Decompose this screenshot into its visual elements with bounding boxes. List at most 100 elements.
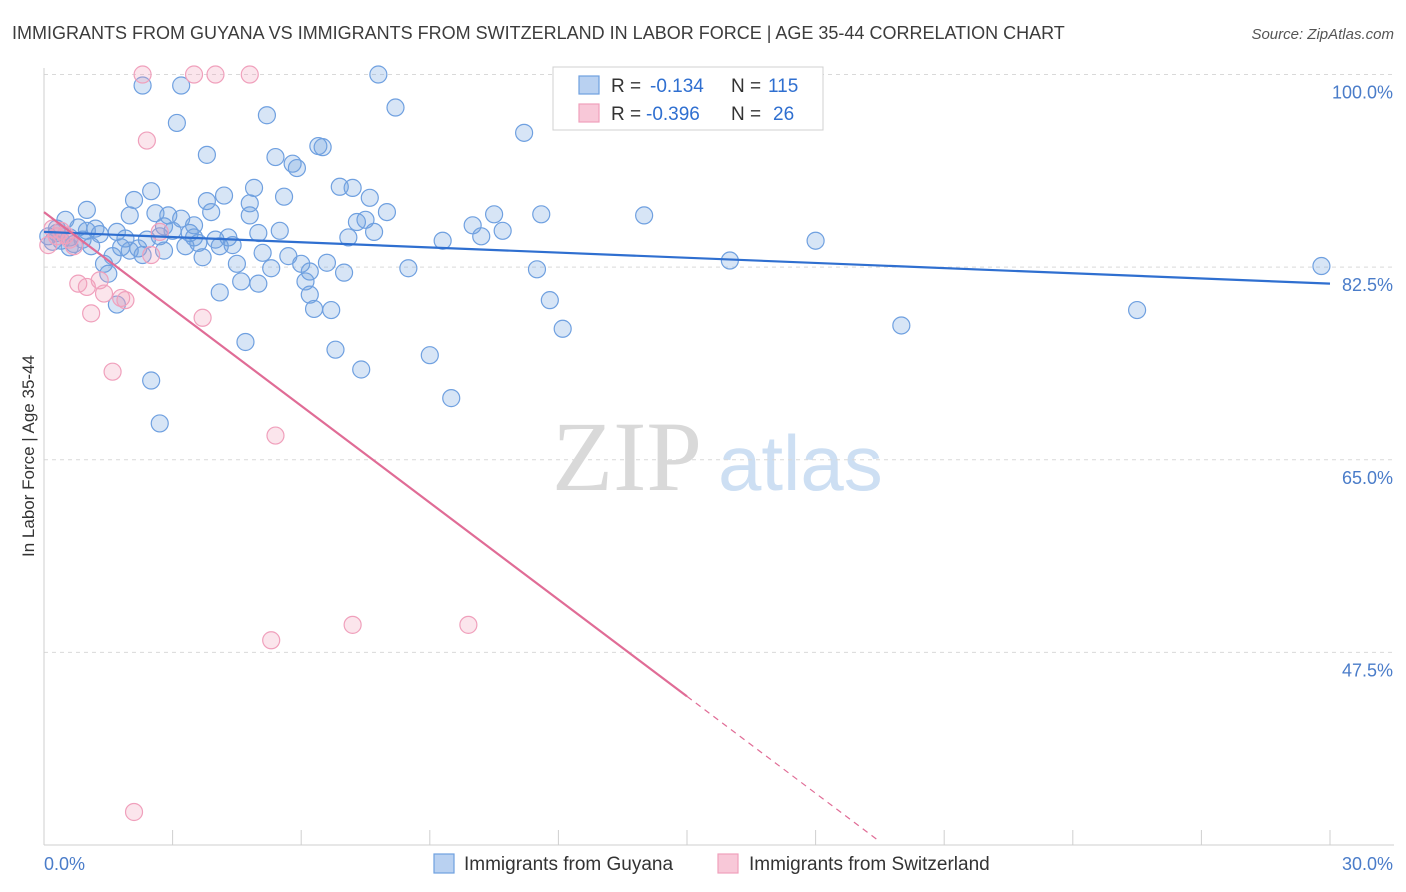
point-switzerland-26 — [343, 615, 362, 634]
point-guyana-48 — [244, 178, 264, 197]
watermark: ZIP atlas — [552, 401, 883, 512]
point-guyana-38 — [202, 202, 221, 222]
point-switzerland-12 — [103, 362, 122, 381]
point-guyana-37 — [197, 145, 216, 164]
point-guyana-73 — [352, 360, 371, 379]
point-guyana-9 — [77, 200, 96, 219]
point-guyana-52 — [262, 259, 281, 278]
point-switzerland-22 — [206, 65, 225, 84]
point-switzerland-16 — [133, 65, 152, 84]
axes — [43, 68, 1394, 846]
point-guyana-41 — [214, 186, 234, 205]
point-guyana-44 — [227, 254, 246, 273]
point-guyana-24 — [142, 182, 161, 201]
point-guyana-77 — [369, 65, 388, 84]
x-tick-label-1: 30.0% — [1342, 854, 1393, 874]
point-guyana-97 — [142, 371, 161, 390]
point-guyana-51 — [257, 106, 277, 125]
y-tick-label-0: 100.0% — [1332, 83, 1393, 103]
point-guyana-83 — [442, 389, 461, 408]
point-guyana-95 — [240, 206, 259, 225]
legend-r-value-switzerland: -0.396 — [646, 104, 700, 125]
point-guyana-46 — [236, 332, 255, 352]
chart-source: Source: ZipAtlas.com — [1251, 26, 1394, 43]
point-guyana-112 — [210, 283, 229, 302]
point-guyana-90 — [532, 205, 551, 224]
trend-lines — [43, 211, 1331, 843]
x-axis-ticks: 0.0% 30.0% — [44, 854, 1393, 874]
point-guyana-104 — [892, 316, 911, 335]
point-guyana-96 — [197, 191, 216, 211]
point-guyana-101 — [635, 206, 654, 225]
watermark-atlas: atlas — [718, 419, 883, 507]
point-guyana-64 — [313, 138, 332, 157]
point-guyana-79 — [386, 98, 405, 117]
point-guyana-36 — [193, 248, 212, 267]
point-switzerland-6 — [64, 237, 84, 256]
point-guyana-80 — [399, 259, 418, 278]
y-tick-label-2: 65.0% — [1342, 468, 1393, 488]
trend-line-guyana — [43, 230, 1331, 285]
point-guyana-109 — [77, 221, 96, 240]
y-tick-label-1: 82.5% — [1342, 275, 1393, 295]
series-switzerland-points — [39, 65, 478, 822]
point-guyana-69 — [334, 263, 354, 282]
legend-r-value-guyana: -0.134 — [650, 76, 704, 97]
trend-line-switzerland — [43, 211, 688, 698]
legend-n-value-guyana: 115 — [768, 76, 798, 97]
point-guyana-71 — [343, 178, 362, 197]
point-guyana-61 — [300, 285, 319, 304]
point-guyana-86 — [485, 205, 504, 224]
point-guyana-76 — [364, 222, 384, 242]
point-guyana-75 — [360, 188, 379, 207]
x-tick-label-0: 0.0% — [44, 854, 85, 874]
bottom-legend-label-switzerland: Immigrants from Switzerland — [749, 854, 990, 875]
point-guyana-50 — [253, 243, 272, 262]
point-guyana-103 — [806, 231, 825, 250]
point-guyana-100 — [184, 216, 204, 235]
point-switzerland-18 — [142, 245, 161, 265]
point-guyana-68 — [330, 177, 349, 196]
point-switzerland-15 — [124, 802, 144, 822]
point-guyana-106 — [1312, 256, 1331, 276]
bottom-legend: Immigrants from Guyana Immigrants from S… — [433, 853, 990, 875]
point-guyana-110 — [120, 241, 139, 260]
point-guyana-45 — [232, 272, 251, 291]
point-switzerland-14 — [116, 291, 135, 310]
point-switzerland-17 — [137, 131, 156, 150]
point-switzerland-24 — [262, 631, 281, 650]
point-switzerland-23 — [240, 65, 259, 84]
legend-n-label-switzerland: N = — [731, 104, 761, 125]
point-guyana-55 — [274, 187, 294, 206]
point-guyana-87 — [493, 221, 512, 240]
point-guyana-94 — [172, 76, 191, 95]
trend-line-dashed-switzerland — [686, 695, 881, 843]
bottom-legend-swatch-switzerland — [717, 853, 739, 874]
point-guyana-70 — [339, 228, 358, 247]
point-guyana-53 — [266, 147, 285, 167]
point-guyana-81 — [420, 346, 439, 365]
point-guyana-20 — [124, 190, 144, 210]
point-guyana-89 — [527, 260, 547, 279]
point-guyana-113 — [249, 223, 268, 243]
point-guyana-82 — [433, 231, 452, 250]
point-guyana-67 — [326, 340, 345, 359]
point-guyana-105 — [1127, 300, 1147, 320]
legend-r-label-switzerland: R = — [611, 104, 641, 125]
point-guyana-114 — [300, 262, 319, 281]
point-switzerland-9 — [82, 304, 101, 323]
point-guyana-62 — [304, 299, 324, 319]
point-guyana-30 — [167, 113, 186, 133]
y-tick-label-3: 47.5% — [1342, 660, 1393, 680]
point-guyana-43 — [223, 236, 242, 255]
point-guyana-49 — [249, 274, 268, 293]
point-guyana-54 — [270, 221, 289, 240]
point-guyana-98 — [150, 414, 169, 433]
point-switzerland-11 — [94, 284, 114, 303]
legend-n-label-guyana: N = — [731, 76, 761, 97]
point-guyana-91 — [540, 291, 559, 310]
point-switzerland-20 — [184, 65, 204, 84]
point-guyana-19 — [120, 206, 139, 225]
point-guyana-85 — [472, 227, 491, 246]
